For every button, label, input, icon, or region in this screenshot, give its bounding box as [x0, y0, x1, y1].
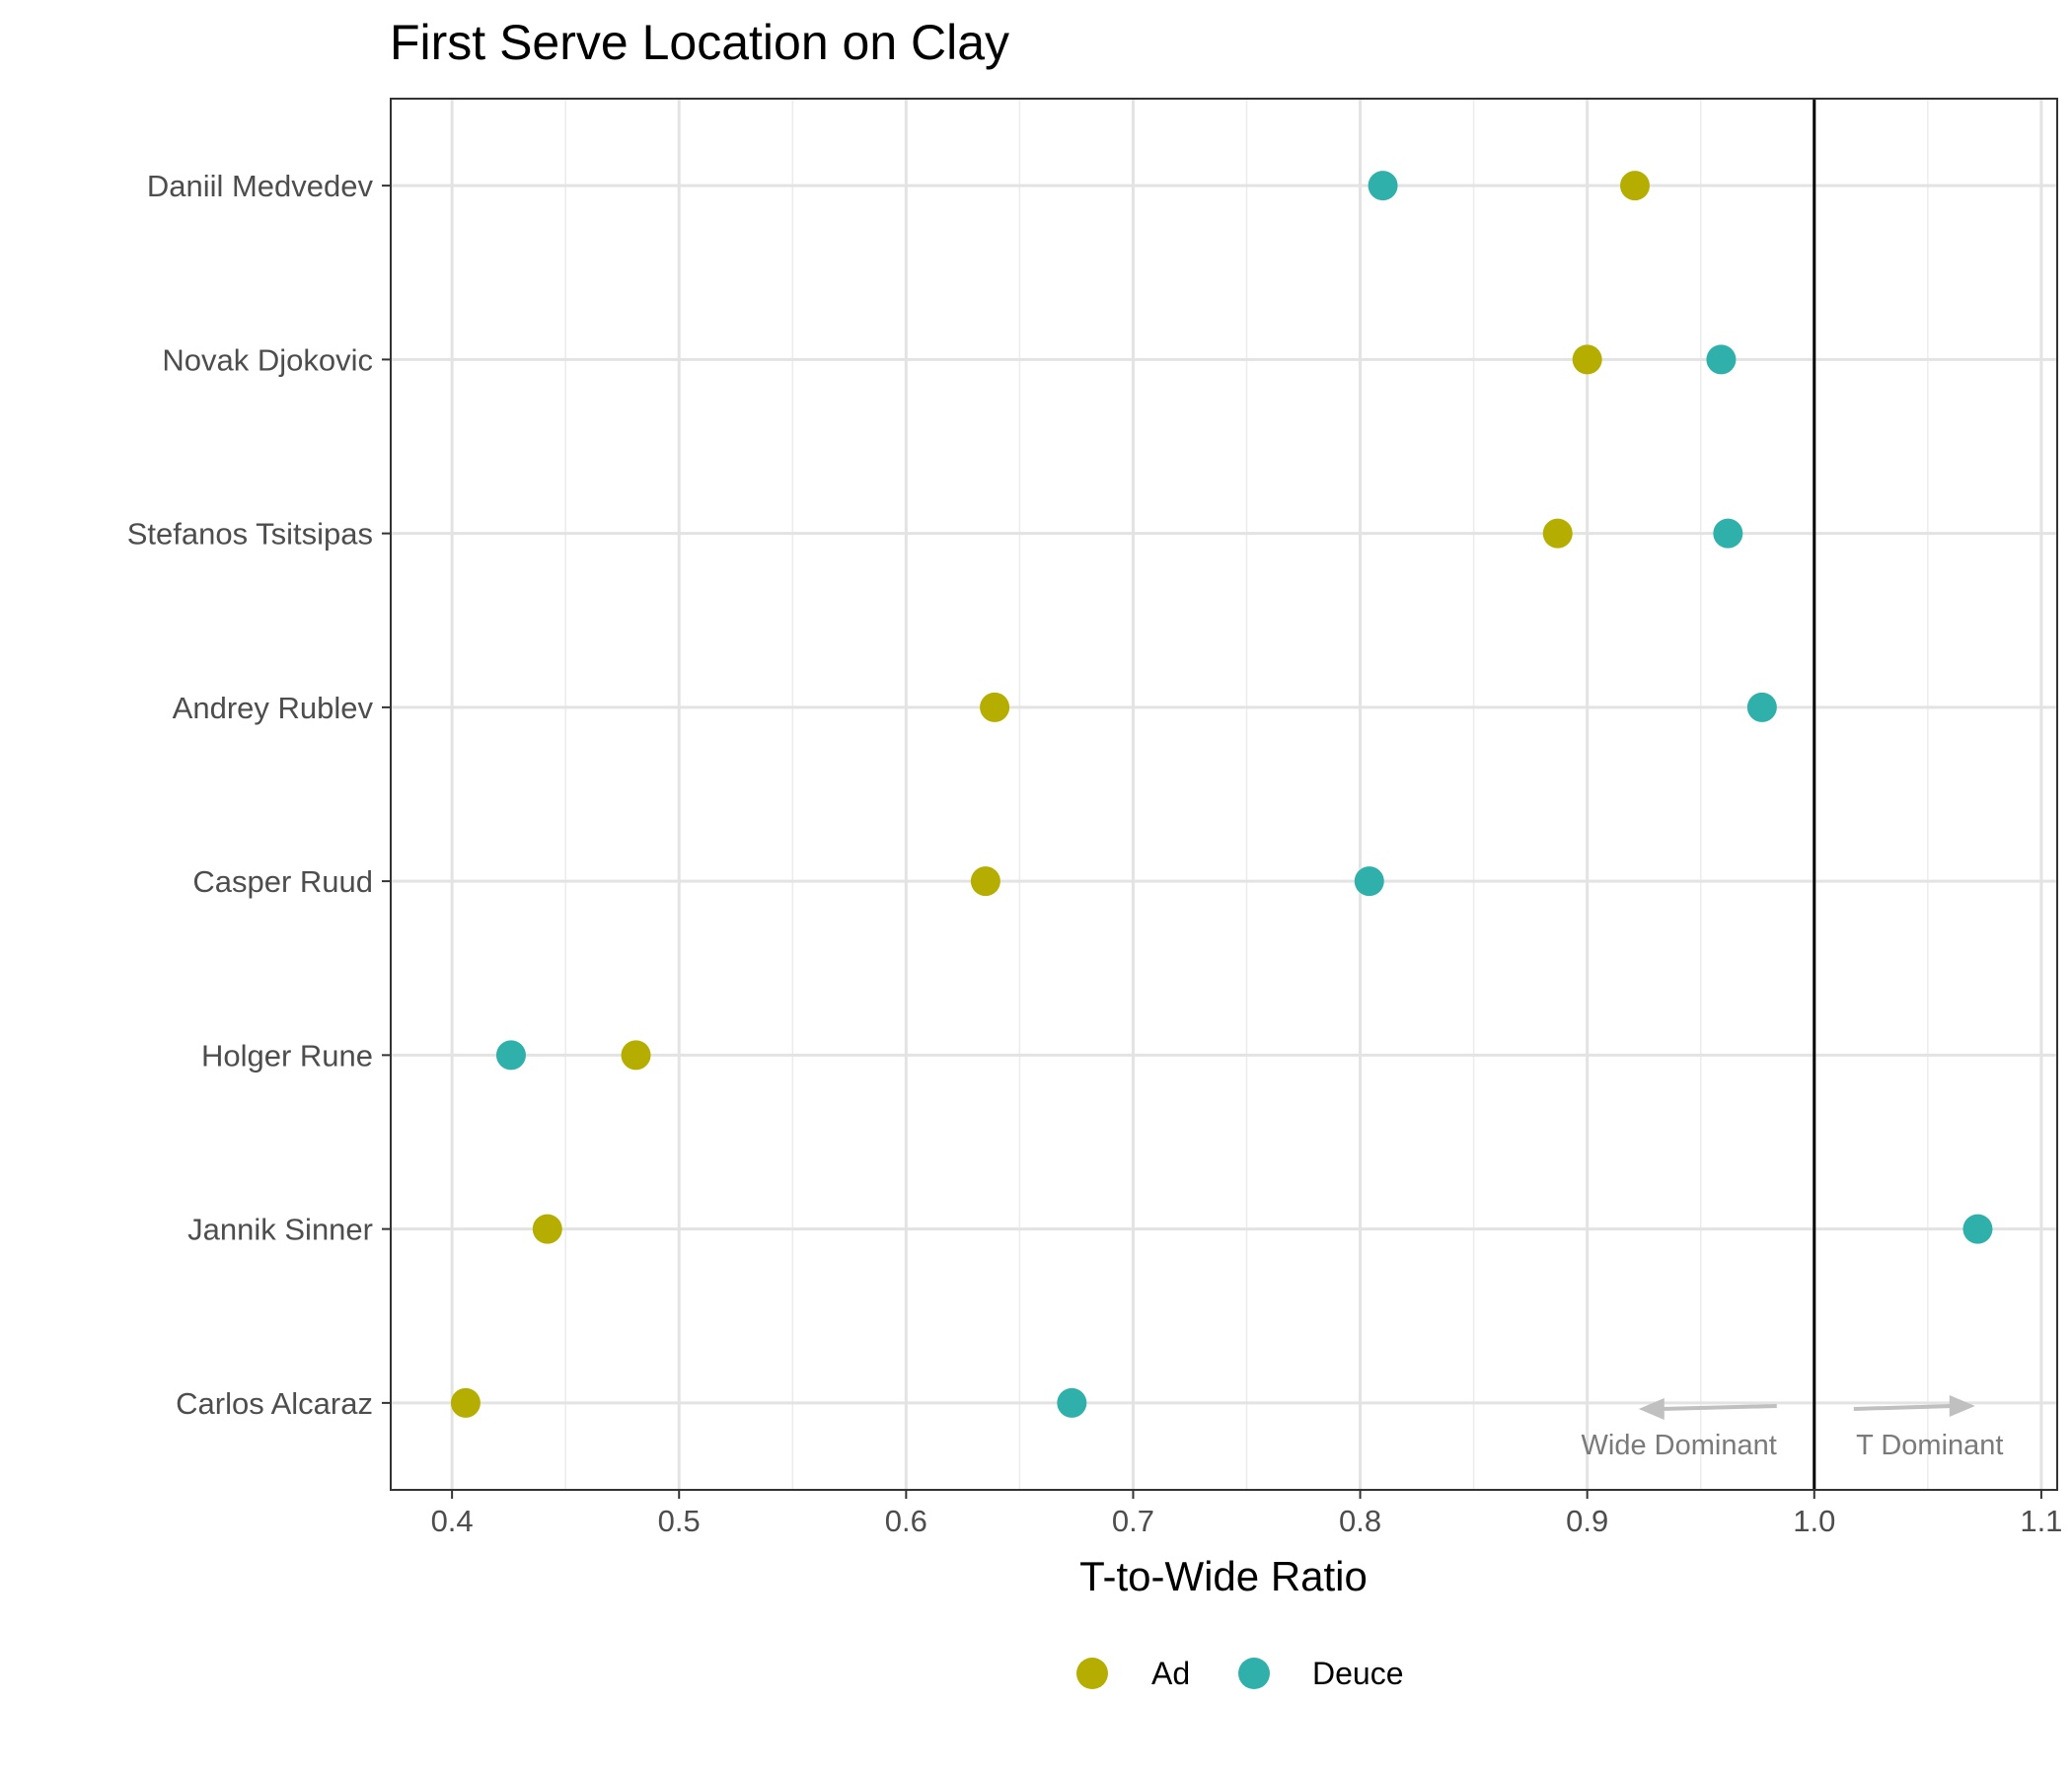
- x-tick-label: 0.5: [658, 1504, 701, 1538]
- point-deuce-andrey-rublev: [1746, 692, 1777, 722]
- point-deuce-novak-djokovic: [1706, 344, 1737, 375]
- x-tick-label: 0.4: [431, 1504, 474, 1538]
- point-ad-stefanos-tsitsipas: [1542, 518, 1573, 549]
- y-tick-label: Novak Djokovic: [162, 342, 373, 377]
- point-deuce-casper-ruud: [1354, 866, 1384, 897]
- data-points: [450, 171, 1993, 1418]
- x-tick-label: 1.1: [2020, 1504, 2062, 1538]
- wide-dominant-arrow: [1661, 1404, 1777, 1411]
- point-ad-carlos-alcaraz: [450, 1387, 481, 1418]
- y-tick-label: Daniil Medvedev: [147, 169, 374, 203]
- point-ad-daniil-medvedev: [1619, 171, 1650, 201]
- point-ad-andrey-rublev: [980, 692, 1010, 722]
- point-deuce-stefanos-tsitsipas: [1713, 518, 1743, 549]
- point-deuce-jannik-sinner: [1962, 1214, 1993, 1244]
- legend-label-deuce: Deuce: [1312, 1656, 1404, 1691]
- plot-panel: Wide Dominant T Dominant: [390, 98, 2058, 1491]
- legend-key-deuce: [1238, 1658, 1270, 1689]
- x-tick-label: 0.8: [1339, 1504, 1381, 1538]
- t-dominant-arrowhead: [1949, 1395, 1975, 1417]
- y-tick-label: Casper Ruud: [192, 864, 373, 899]
- x-tick-label: 0.7: [1112, 1504, 1154, 1538]
- y-tick-label: Holger Rune: [201, 1038, 373, 1073]
- point-ad-jannik-sinner: [532, 1214, 562, 1244]
- point-deuce-holger-rune: [495, 1040, 526, 1071]
- x-axis-title: T-to-Wide Ratio: [1079, 1553, 1368, 1599]
- wide-dominant-label: Wide Dominant: [1582, 1430, 1777, 1461]
- point-deuce-daniil-medvedev: [1368, 171, 1398, 201]
- y-tick-label: Carlos Alcaraz: [176, 1386, 373, 1421]
- y-tick-label: Andrey Rublev: [173, 691, 374, 725]
- x-tick-label: 1.0: [1793, 1504, 1835, 1538]
- point-deuce-carlos-alcaraz: [1057, 1387, 1087, 1418]
- y-tick-label: Stefanos Tsitsipas: [127, 517, 373, 552]
- x-tick-label: 0.9: [1566, 1504, 1608, 1538]
- x-axis: 0.4 0.5 0.6 0.7 0.8 0.9 1.0 1.1: [431, 1490, 2062, 1538]
- t-dominant-label: T Dominant: [1856, 1430, 2003, 1461]
- t-dominant-arrow: [1853, 1404, 1953, 1411]
- point-ad-novak-djokovic: [1572, 344, 1602, 375]
- x-tick-label: 0.6: [885, 1504, 927, 1538]
- point-ad-holger-rune: [621, 1040, 651, 1071]
- point-ad-casper-ruud: [970, 866, 1000, 897]
- chart-title: First Serve Location on Clay: [390, 15, 1009, 70]
- legend-label-ad: Ad: [1151, 1656, 1190, 1691]
- y-axis: Carlos Alcaraz Jannik Sinner Holger Rune Ca…: [127, 169, 391, 1421]
- legend: Ad Deuce: [1076, 1656, 1404, 1691]
- legend-key-ad: [1076, 1658, 1108, 1689]
- minor-gridlines: [564, 99, 1929, 1490]
- y-tick-label: Jannik Sinner: [187, 1213, 373, 1247]
- dominance-annotations: Wide Dominant T Dominant: [1582, 1395, 2003, 1461]
- wide-dominant-arrowhead: [1638, 1398, 1665, 1420]
